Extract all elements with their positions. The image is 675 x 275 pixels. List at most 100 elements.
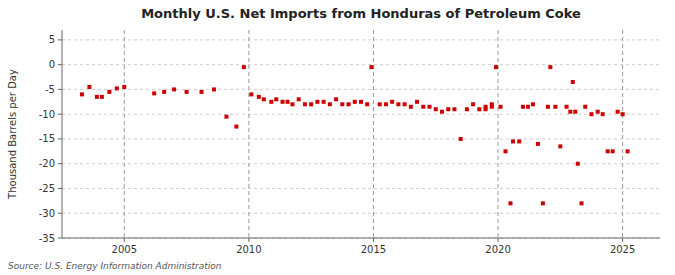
point [87, 85, 91, 89]
point [606, 149, 610, 153]
y-tick [58, 238, 62, 239]
point [340, 102, 344, 106]
point [428, 105, 432, 109]
x-tick-label: 2005 [112, 244, 137, 255]
point [580, 201, 584, 205]
point [369, 65, 373, 69]
x-tick-label: 2025 [610, 244, 635, 255]
point [553, 105, 557, 109]
point [384, 102, 388, 106]
point [274, 97, 278, 101]
point [621, 112, 625, 116]
point [571, 80, 575, 84]
y-grid-line [62, 64, 660, 65]
x-grid-line [622, 30, 623, 238]
point [421, 105, 425, 109]
x-tick [622, 238, 623, 242]
point [334, 97, 338, 101]
point [242, 65, 246, 69]
point [200, 90, 204, 94]
grid [62, 30, 660, 238]
point [465, 107, 469, 111]
points [80, 65, 630, 205]
y-grid-line [62, 138, 660, 139]
point [224, 115, 228, 119]
point [100, 95, 104, 99]
point [212, 87, 216, 91]
y-tick-label: -5 [45, 84, 55, 95]
point [409, 105, 413, 109]
point [583, 105, 587, 109]
point [521, 105, 525, 109]
point [616, 110, 620, 114]
point [440, 110, 444, 114]
x-tick [373, 238, 374, 242]
point [601, 112, 605, 116]
y-tick-label: -30 [39, 208, 55, 219]
x-tick-label: 2020 [485, 244, 510, 255]
point [353, 100, 357, 104]
y-tick [58, 213, 62, 214]
point [390, 100, 394, 104]
point [162, 90, 166, 94]
point [185, 90, 189, 94]
point [269, 100, 273, 104]
point [378, 102, 382, 106]
point [565, 105, 569, 109]
point [452, 107, 456, 111]
y-tick-label: -15 [39, 133, 55, 144]
point [526, 105, 530, 109]
y-tick [58, 39, 62, 40]
point [281, 100, 285, 104]
y-grid-line [62, 89, 660, 90]
x-grid-line [248, 30, 249, 238]
point [509, 201, 513, 205]
point [471, 102, 475, 106]
x-tick [124, 238, 125, 242]
point [558, 144, 562, 148]
point [490, 105, 494, 109]
point [115, 86, 119, 90]
y-axis-label: Thousand Barrels per Day [7, 69, 18, 200]
y-tick-label: -10 [39, 109, 55, 120]
x-axis-line [62, 238, 660, 239]
y-grid-line [62, 188, 660, 189]
point [315, 100, 319, 104]
y-tick-label: -35 [39, 233, 55, 244]
x-grid-line [498, 30, 499, 238]
point [152, 91, 156, 95]
point [172, 87, 176, 91]
point [536, 142, 540, 146]
x-grid-line [124, 30, 125, 238]
chart: Monthly U.S. Net Imports from Honduras o… [0, 0, 675, 275]
point [415, 100, 419, 104]
y-grid-line [62, 213, 660, 214]
point [504, 149, 508, 153]
point [573, 110, 577, 114]
point [568, 110, 572, 114]
x-tick-label: 2015 [361, 244, 386, 255]
y-tick [58, 163, 62, 164]
point [359, 100, 363, 104]
point [446, 107, 450, 111]
point [328, 102, 332, 106]
y-tick-label: 0 [49, 59, 55, 70]
y-tick [58, 64, 62, 65]
y-tick [58, 188, 62, 189]
point [290, 102, 294, 106]
point [596, 110, 600, 114]
x-tick [248, 238, 249, 242]
point [107, 90, 111, 94]
point [576, 162, 580, 166]
point [511, 139, 515, 143]
y-axis-line [62, 30, 63, 238]
point [80, 92, 84, 96]
y-tick-label: -20 [39, 158, 55, 169]
y-grid-line [62, 163, 660, 164]
point [257, 95, 261, 99]
x-tick-label: 2010 [236, 244, 261, 255]
point [396, 102, 400, 106]
y-grid-line [62, 238, 660, 239]
point [297, 97, 301, 101]
point [309, 102, 313, 106]
